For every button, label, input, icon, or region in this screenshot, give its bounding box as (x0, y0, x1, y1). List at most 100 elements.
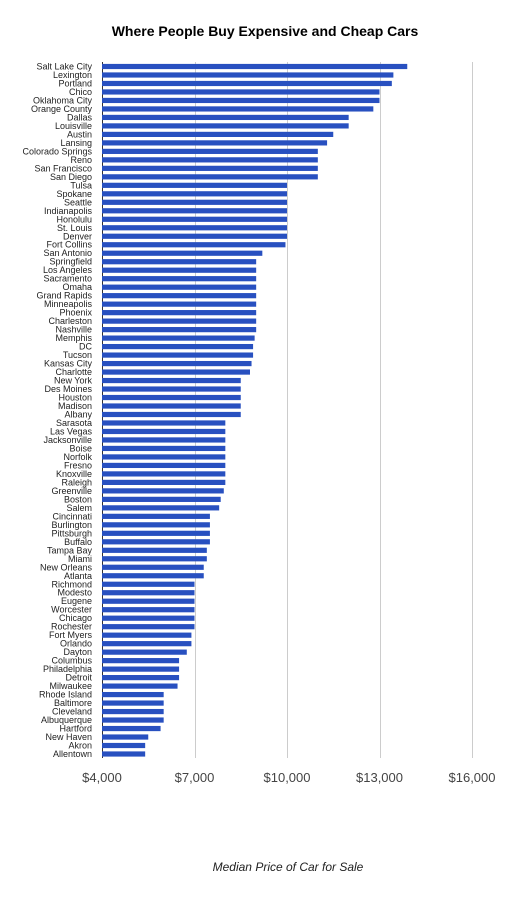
x-tick-label: $4,000 (82, 770, 122, 785)
bar (102, 700, 164, 706)
bar (102, 513, 210, 519)
bar (102, 123, 349, 129)
category-label: Tucson (63, 350, 92, 360)
bar (102, 63, 408, 70)
bar (102, 573, 204, 579)
category-label: Richmond (51, 579, 92, 589)
category-label: Houston (58, 393, 92, 403)
bar (102, 242, 286, 248)
category-label: Grand Rapids (36, 291, 92, 301)
bars-layer (102, 63, 408, 757)
bar (102, 471, 226, 477)
bar (102, 157, 318, 163)
bar (102, 691, 164, 698)
category-label: San Diego (50, 172, 92, 182)
bar (102, 276, 257, 282)
category-label: Nashville (55, 325, 92, 335)
category-label: Omaha (62, 282, 92, 292)
category-label: Knoxville (56, 469, 92, 479)
bar (102, 725, 161, 732)
category-label: Lexington (53, 70, 92, 80)
category-label: Fort Myers (49, 630, 93, 640)
category-label: Eugene (61, 596, 92, 606)
bar (102, 666, 180, 672)
bar (102, 581, 195, 587)
category-label: Memphis (55, 333, 92, 343)
bar (102, 352, 254, 358)
category-label: Oklahoma City (33, 95, 93, 105)
bar (102, 479, 226, 485)
category-label: Las Vegas (50, 426, 93, 436)
category-label: Buffalo (64, 537, 92, 547)
category-label: Hartford (59, 724, 92, 734)
bar (102, 488, 224, 494)
bar (102, 556, 207, 562)
category-label: Baltimore (54, 698, 92, 708)
bar (102, 148, 318, 154)
bar (102, 284, 257, 290)
category-label: Sarasota (56, 418, 92, 428)
bar (102, 386, 241, 392)
category-label: Fresno (64, 460, 92, 470)
bar (102, 293, 257, 299)
category-label: Rhode Island (39, 690, 92, 700)
bar (102, 641, 192, 647)
bar (102, 590, 195, 596)
bar (102, 411, 241, 418)
category-label: Fort Collins (46, 240, 92, 250)
bar (102, 683, 178, 689)
bar (102, 539, 210, 545)
category-label: Columbus (51, 656, 92, 666)
bar (102, 140, 328, 146)
category-label: Raleigh (61, 477, 92, 487)
category-label: Burlington (51, 520, 92, 530)
category-label: Boise (69, 443, 92, 453)
bar (102, 658, 180, 664)
bar (102, 496, 221, 502)
bar (102, 708, 164, 715)
bar (102, 80, 392, 87)
category-label: Charlotte (55, 367, 92, 377)
bar (102, 462, 226, 469)
category-label: Pittsburgh (51, 528, 92, 538)
category-label: St. Louis (57, 223, 93, 233)
x-axis-label: Median Price of Car for Sale (213, 860, 364, 874)
category-label: Charleston (48, 316, 92, 326)
category-label: Jacksonville (43, 435, 92, 445)
bar (102, 615, 195, 621)
bar (102, 233, 287, 239)
bar (102, 335, 255, 341)
bar (102, 564, 204, 570)
bar (102, 717, 164, 723)
category-label: Austin (67, 129, 92, 139)
bar (102, 675, 180, 681)
category-label: New Orleans (40, 562, 93, 572)
bar (102, 327, 257, 333)
category-label: Indianapolis (44, 206, 93, 216)
x-tick-label: $10,000 (264, 770, 311, 785)
bar (102, 751, 146, 757)
category-label: Worcester (51, 605, 92, 615)
category-label: Boston (64, 494, 92, 504)
bar (102, 97, 380, 104)
x-tick-label: $13,000 (356, 770, 403, 785)
bar (102, 250, 263, 256)
bar (102, 106, 374, 112)
bar (102, 403, 241, 409)
category-label: Greenville (51, 486, 92, 496)
category-label: Louisville (55, 121, 92, 131)
category-label: Albany (64, 409, 92, 419)
bar (102, 649, 187, 655)
category-label: Milwaukee (49, 681, 92, 691)
bar (102, 318, 257, 324)
category-label: Seattle (64, 197, 92, 207)
category-label: Chicago (59, 613, 92, 623)
bar (102, 259, 257, 265)
category-label: Albuquerque (41, 715, 92, 725)
x-tick-labels: $4,000 $7,000 $10,000 $13,000 $16,000 (82, 770, 495, 785)
bar (102, 734, 149, 740)
category-label: San Francisco (34, 163, 92, 173)
bar (102, 114, 349, 121)
category-label: New Haven (45, 732, 92, 742)
category-label: Phoenix (59, 308, 92, 318)
